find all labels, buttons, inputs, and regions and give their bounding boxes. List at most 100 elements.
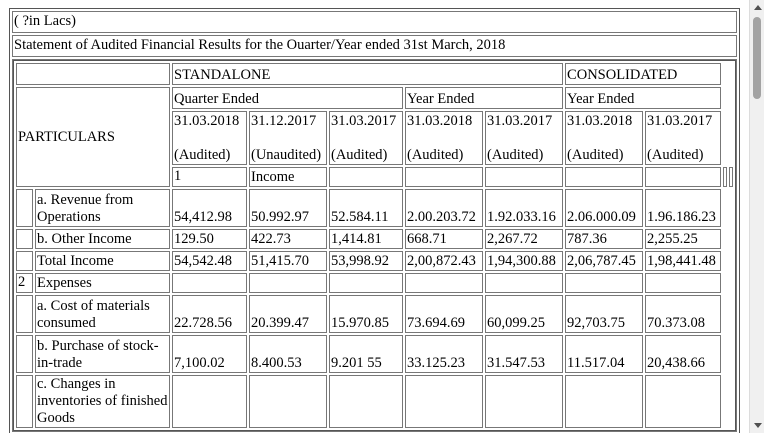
statement-title: Statement of Audited Financial Results f… [12,35,737,57]
table-row: c. Changes in inventories of finished Go… [16,375,733,428]
value-cell [249,273,327,293]
value-cell: 73.694.69 [405,295,483,333]
value-cell [645,167,722,187]
value-cell: 20,438.66 [645,335,722,373]
table-row: 2 Expenses [16,273,733,293]
table-row: 1 Income [16,167,733,187]
value-cell [249,375,327,428]
value-cell [729,167,733,187]
period-status: (Audited) [407,147,464,163]
value-cell: 60,099.25 [485,295,564,333]
table-row: Total Income 54,542.48 51,415.70 53,998.92 2… [16,251,733,271]
row-label: Income [249,167,327,187]
blank-header-cell [16,63,170,85]
period-date: 31.03.2018 [407,113,473,129]
value-cell: 2.06.000.09 [565,189,644,227]
vertical-scrollbar[interactable] [749,0,764,433]
row-label: c. Changes in inventories of finished Go… [35,375,170,428]
value-cell: 129.50 [172,229,247,249]
value-cell: 2,00,872.43 [405,251,483,271]
value-cell: 11.517.04 [565,335,644,373]
value-cell: 2,267.72 [485,229,564,249]
row-number: 2 [16,273,33,293]
value-cell [329,167,403,187]
value-cell: 1,414.81 [329,229,403,249]
table-row: b. Other Income 129.50 422.73 1,414.81 668.7… [16,229,733,249]
row-label: a. Cost of materials consumed [35,295,170,333]
value-cell [645,273,722,293]
table-row: b. Purchase of stock-in-trade 7,100.02 8.4… [16,335,733,373]
value-cell [485,273,564,293]
value-cell: 15.970.85 [329,295,403,333]
value-cell [565,167,644,187]
value-cell [172,273,247,293]
value-cell [329,375,403,428]
year-ended-consolidated-header: Year Ended [565,87,722,109]
value-cell [172,375,247,428]
value-cell [405,375,483,428]
value-cell: 787.36 [565,229,644,249]
row-number [16,229,33,249]
value-cell: 422.73 [249,229,327,249]
scroll-up-arrow-icon[interactable] [750,0,764,15]
quarter-ended-header: Quarter Ended [172,87,403,109]
row-label: b. Purchase of stock-in-trade [35,335,170,373]
period-date: 31.03.2018 [567,113,633,129]
value-cell: 70.373.08 [645,295,722,333]
period-status: (Audited) [331,147,388,163]
period-column-header: 31.03.2017 (Audited) [329,111,403,165]
row-number [16,375,33,428]
value-cell: 50.992.97 [249,189,327,227]
row-label: Expenses [35,273,170,293]
value-cell: 668.71 [405,229,483,249]
value-cell: 7,100.02 [172,335,247,373]
value-cell [405,273,483,293]
value-cell: 1,94,300.88 [485,251,564,271]
period-column-header: 31.03.2018 (Audited) [405,111,483,165]
units-note: ( ?in Lacs) [12,11,737,33]
results-inner-cell: STANDALONE CONSOLIDATED PARTICULARS Quar… [12,59,737,432]
value-cell: 22.728.56 [172,295,247,333]
row-label: b. Other Income [35,229,170,249]
row-number [16,189,33,227]
row-label: Total Income [35,251,170,271]
year-ended-standalone-header: Year Ended [405,87,564,109]
period-column-header: 31.12.2017 (Unaudited) [249,111,327,165]
period-column-header: 31.03.2017 (Audited) [645,111,722,165]
scroll-down-arrow-icon[interactable] [750,418,764,433]
period-status: (Audited) [567,147,624,163]
value-cell [329,273,403,293]
value-cell [645,375,722,428]
period-column-header: 31.03.2018 (Audited) [565,111,644,165]
value-cell [485,375,564,428]
period-status: (Audited) [174,147,231,163]
table-row: a. Cost of materials consumed 22.728.56 20… [16,295,733,333]
table-row: a. Revenue from Operations 54,412.98 50.99… [16,189,733,227]
row-number: 1 [172,167,247,187]
value-cell: 54,412.98 [172,189,247,227]
value-cell: 33.125.23 [405,335,483,373]
period-status: (Audited) [647,147,704,163]
period-date: 31.03.2017 [331,113,397,129]
standalone-header: STANDALONE [172,63,564,85]
scroll-thumb[interactable] [753,17,761,99]
period-status: (Audited) [487,147,544,163]
value-cell: 20.399.47 [249,295,327,333]
value-cell [485,167,564,187]
value-cell: 92,703.75 [565,295,644,333]
period-date: 31.03.2017 [647,113,713,129]
results-outer-table: ( ?in Lacs) Statement of Audited Financi… [9,8,740,433]
value-cell: 31.547.53 [485,335,564,373]
value-cell: 2,06,787.45 [565,251,644,271]
value-cell: 2.00.203.72 [405,189,483,227]
consolidated-header: CONSOLIDATED [565,63,722,85]
value-cell: 1.92.033.16 [485,189,564,227]
results-table: STANDALONE CONSOLIDATED PARTICULARS Quar… [13,60,736,431]
row-label: a. Revenue from Operations [35,189,170,227]
value-cell: 51,415.70 [249,251,327,271]
period-column-header: 31.03.2018 (Audited) [172,111,247,165]
value-cell: 53,998.92 [329,251,403,271]
value-cell: 8.400.53 [249,335,327,373]
period-date: 31.03.2017 [487,113,553,129]
